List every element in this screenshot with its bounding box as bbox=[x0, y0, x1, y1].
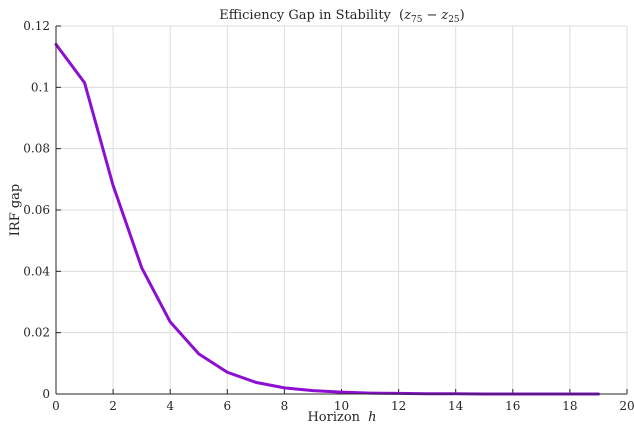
x-tick-label: 20 bbox=[619, 399, 634, 413]
series-line bbox=[54, 42, 600, 396]
y-tick-label: 0 bbox=[42, 387, 50, 401]
y-tick-label: 0.1 bbox=[31, 80, 50, 94]
grid bbox=[55, 25, 628, 395]
x-tick-label: 18 bbox=[562, 399, 577, 413]
y-axis-ticks: 0 0.02 0.04 0.06 0.08 0.1 0.12 bbox=[23, 19, 61, 401]
y-tick-label: 0.12 bbox=[23, 19, 50, 33]
x-tick-label: 4 bbox=[166, 399, 174, 413]
x-tick-label: 14 bbox=[448, 399, 464, 413]
x-tick-label: 8 bbox=[281, 399, 289, 413]
x-tick-label: 2 bbox=[109, 399, 117, 413]
x-tick-label: 12 bbox=[391, 399, 406, 413]
y-tick-label: 0.08 bbox=[23, 142, 50, 156]
series bbox=[54, 42, 600, 396]
x-tick-label: 6 bbox=[223, 399, 231, 413]
x-axis-label: Horizon h bbox=[307, 410, 376, 425]
chart-title: Efficiency Gap in Stability (z75− z25) bbox=[219, 8, 464, 25]
x-axis-ticks: 0 2 4 6 8 10 12 14 16 18 20 bbox=[52, 389, 634, 413]
y-tick-label: 0.04 bbox=[23, 264, 50, 278]
y-tick-label: 0.02 bbox=[23, 326, 50, 340]
x-tick-label: 16 bbox=[505, 399, 520, 413]
x-tick-label: 0 bbox=[52, 399, 60, 413]
y-tick-label: 0.06 bbox=[23, 203, 50, 217]
y-axis-label: IRF gap bbox=[8, 184, 23, 236]
x-tick-label: 10 bbox=[334, 399, 349, 413]
